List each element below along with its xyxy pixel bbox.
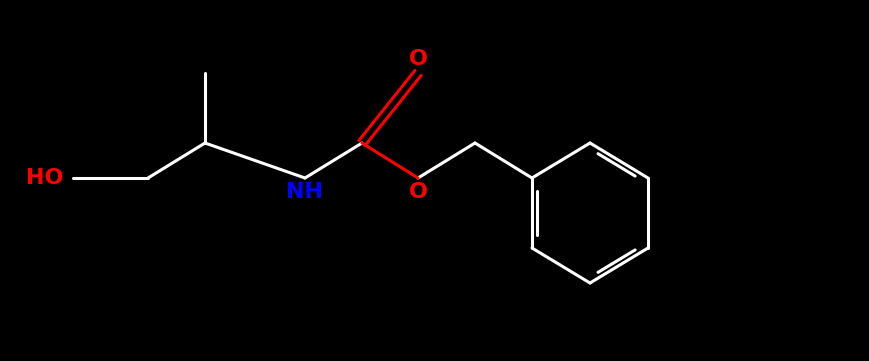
Text: HO: HO	[25, 168, 63, 188]
Text: O: O	[408, 49, 428, 69]
Text: O: O	[408, 182, 428, 202]
Text: NH: NH	[287, 182, 323, 202]
